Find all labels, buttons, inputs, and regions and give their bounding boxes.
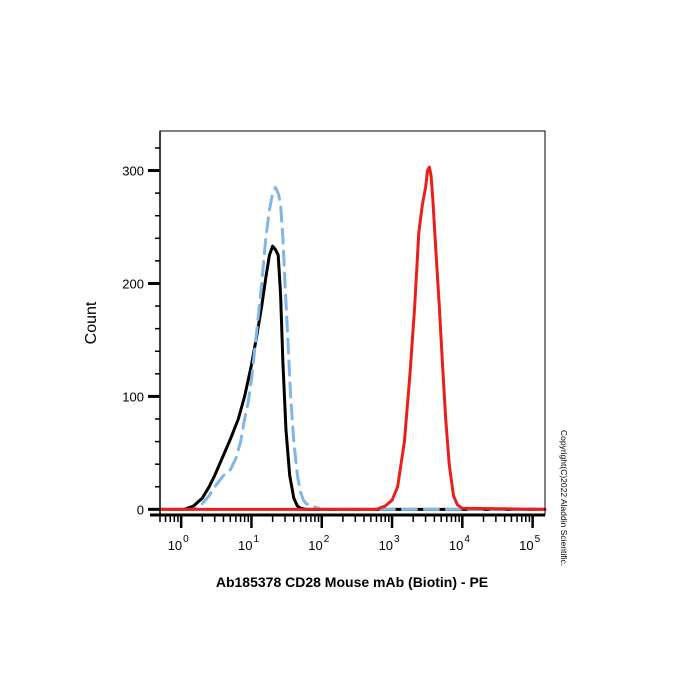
series-line-1 xyxy=(158,244,547,511)
copyright-text: Copyright(C)2022 Aladdin Scientific. xyxy=(559,430,569,566)
y-tick-label: 300 xyxy=(122,164,144,179)
y-tick-label: 0 xyxy=(137,502,144,517)
x-tick-label: 10 xyxy=(519,538,533,553)
x-tick-label: 10 xyxy=(168,538,182,553)
y-tick-label: 200 xyxy=(122,276,144,291)
x-tick-exponent: 1 xyxy=(253,534,259,545)
x-axis-label: Ab185378 CD28 Mouse mAb (Biotin) - PE xyxy=(216,574,488,590)
x-tick-label: 10 xyxy=(449,538,463,553)
x-tick-exponent: 2 xyxy=(324,534,330,545)
x-tick-label: 10 xyxy=(308,538,322,553)
plot-frame xyxy=(159,130,546,516)
x-tick-label: 10 xyxy=(379,538,393,553)
x-tick-exponent: 3 xyxy=(394,534,400,545)
series-line-3 xyxy=(158,165,547,511)
x-tick-exponent: 5 xyxy=(535,534,541,545)
x-tick-label: 10 xyxy=(238,538,252,553)
plot-area xyxy=(158,165,547,511)
x-tick-exponent: 0 xyxy=(183,534,189,545)
y-axis-label: Count xyxy=(83,301,100,344)
y-tick-label: 100 xyxy=(122,389,144,404)
x-tick-exponent: 4 xyxy=(464,534,470,545)
series-line-2 xyxy=(158,186,547,511)
